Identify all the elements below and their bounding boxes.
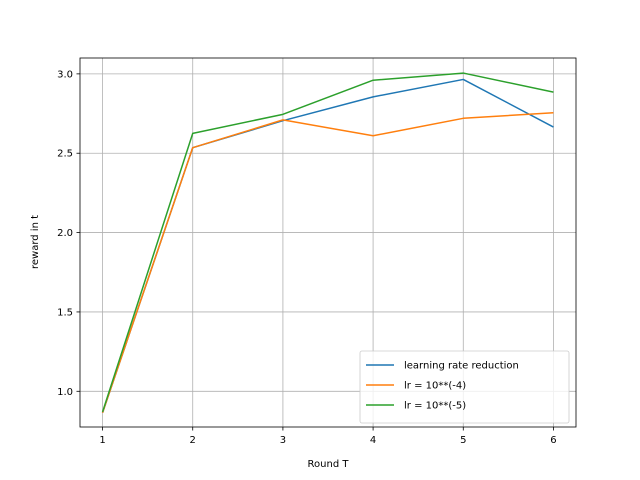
x-tick-label: 5 (460, 435, 466, 446)
x-tick-label: 6 (550, 435, 556, 446)
x-tick-label: 1 (99, 435, 105, 446)
x-tick-label: 4 (370, 435, 376, 446)
legend-label: lr = 10**(-5) (404, 401, 466, 412)
x-axis-label: Round T (308, 459, 350, 470)
y-tick-label: 1.0 (57, 387, 73, 398)
legend-box (359, 350, 570, 424)
legend-label: learning rate reduction (404, 361, 519, 372)
x-tick-label: 3 (280, 435, 286, 446)
series-line-2 (101, 112, 554, 413)
y-axis-label: reward in t (30, 215, 41, 269)
y-axis-ticks: 1.0 1.5 2.0 2.5 3.0 (57, 69, 80, 398)
legend: learning rate reduction lr = 10**(-4) lr =… (359, 350, 570, 424)
y-tick-label: 1.5 (57, 307, 73, 318)
y-tick-label: 2.5 (57, 149, 73, 160)
y-tick-label: 3.0 (57, 69, 73, 80)
legend-label: lr = 10**(-4) (404, 381, 466, 392)
x-tick-label: 2 (190, 435, 196, 446)
x-axis-ticks: 1 2 3 4 5 6 (99, 427, 557, 446)
plot-frame (79, 57, 577, 428)
y-tick-label: 2.0 (57, 228, 73, 239)
series-line-3 (101, 72, 554, 413)
series-lines (101, 72, 554, 413)
